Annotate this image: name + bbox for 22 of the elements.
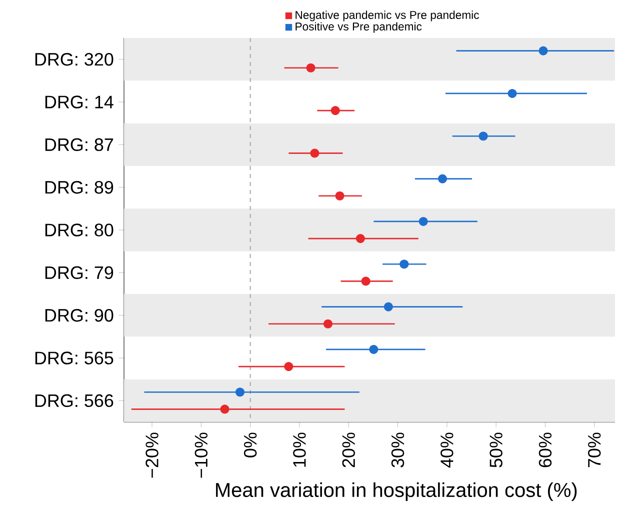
y-tick-label: DRG: 320	[35, 52, 114, 66]
x-tick-label: 60%	[538, 432, 552, 468]
y-tick-label: DRG: 79	[45, 266, 114, 280]
x-tick-label: 40%	[440, 432, 454, 468]
legend-label: Positive vs Pre pandemic	[296, 22, 422, 33]
y-tick-label: DRG: 565	[35, 352, 114, 364]
x-tick-label: 50%	[490, 432, 502, 468]
x-tick-label: −10%	[194, 432, 208, 478]
y-tick-label: DRG: 14	[45, 96, 114, 108]
y-tick-label: DRG: 90	[45, 308, 114, 322]
y-tick-label: DRG: 87	[45, 138, 114, 152]
x-tick-label: 10%	[293, 432, 306, 467]
x-tick-label: 0%	[244, 432, 257, 458]
x-tick-label: −20%	[146, 432, 158, 478]
x-tick-label: 70%	[588, 432, 601, 468]
y-tick-label: DRG: 80	[45, 224, 114, 236]
y-tick-label: DRG: 89	[45, 180, 114, 194]
y-tick-label: DRG: 566	[35, 394, 114, 408]
x-axis-title: Mean variation in hospitalization cost (%)	[216, 482, 577, 502]
x-tick-label: 20%	[342, 432, 355, 468]
legend-label: Negative pandemic vs Pre pandemic	[296, 10, 479, 22]
x-tick-label: 30%	[391, 432, 404, 468]
